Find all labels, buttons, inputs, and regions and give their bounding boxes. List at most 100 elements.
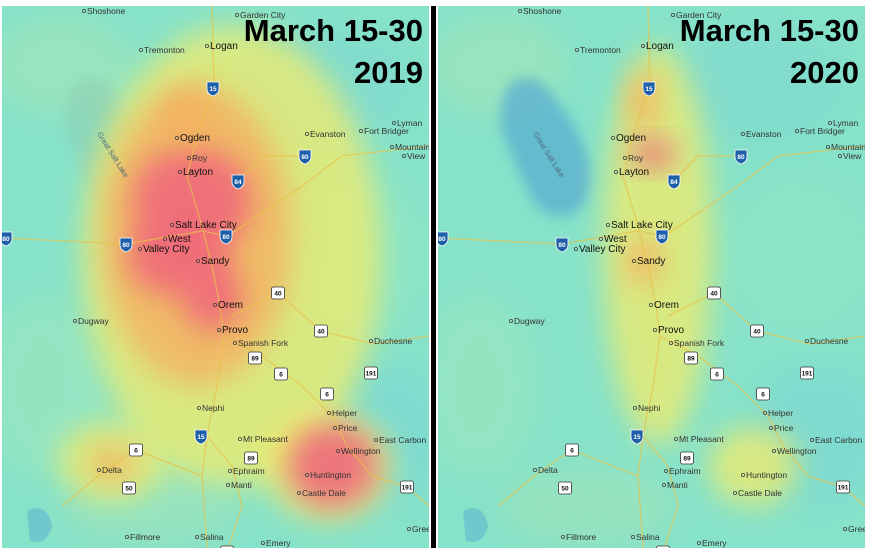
city-marker: [622, 155, 627, 160]
city-marker: [296, 490, 301, 495]
city-provo[interactable]: Provo: [652, 325, 685, 336]
city-fillmore[interactable]: Fillmore: [561, 532, 596, 542]
city-provo[interactable]: Provo: [216, 325, 249, 336]
city-roy[interactable]: Roy: [186, 153, 208, 163]
city-fort-bridger[interactable]: Fort Bridger: [794, 126, 845, 136]
city-fillmore[interactable]: Fillmore: [125, 532, 160, 542]
city-shoshone[interactable]: Shoshone: [518, 6, 562, 16]
city-huntington[interactable]: Huntington: [740, 470, 787, 480]
city-label: Mt Pleasant: [243, 434, 289, 444]
city-price[interactable]: Price: [332, 423, 358, 433]
city-ogden[interactable]: Ogden: [174, 133, 210, 144]
city-price[interactable]: Price: [768, 423, 794, 433]
city-label: Provo: [658, 325, 685, 336]
city-castle-dale[interactable]: Castle Dale: [732, 488, 782, 498]
city-ogden[interactable]: Ogden: [610, 133, 646, 144]
city-manti[interactable]: Manti: [661, 480, 688, 490]
city-label: Garden City: [240, 10, 286, 20]
city-tremonton[interactable]: Tremonton: [574, 45, 621, 55]
city-dugway[interactable]: Dugway: [509, 316, 545, 326]
interstate-shield-icon: 15: [194, 429, 208, 445]
city-delta[interactable]: Delta: [97, 465, 122, 475]
city-helper[interactable]: Helper: [326, 408, 357, 418]
city-valley-city[interactable]: Valley City: [137, 244, 190, 255]
city-green[interactable]: Green: [406, 524, 429, 534]
city-east-carbon[interactable]: East Carbon: [373, 435, 427, 445]
city-emery[interactable]: Emery: [260, 538, 291, 548]
city-nephi[interactable]: Nephi: [632, 403, 660, 413]
city-green[interactable]: Green: [842, 524, 865, 534]
city-orem[interactable]: Orem: [212, 300, 243, 311]
pollution-area-orange: [90, 446, 134, 482]
city-west[interactable]: West: [598, 234, 627, 245]
interstate-shield-icon: 84: [667, 174, 681, 190]
city-west[interactable]: West: [162, 234, 191, 245]
city-sandy[interactable]: Sandy: [195, 256, 229, 267]
city-duchesne[interactable]: Duchesne: [804, 336, 849, 346]
us-route-shield-icon: 6: [320, 387, 334, 401]
city-wellington[interactable]: Wellington: [335, 446, 381, 456]
city-spanish-fork[interactable]: Spanish Fork: [668, 338, 725, 348]
city-garden-city[interactable]: Garden City: [670, 10, 722, 20]
city-fort-bridger[interactable]: Fort Bridger: [358, 126, 409, 136]
city-view[interactable]: View: [401, 151, 426, 161]
city-manti[interactable]: Manti: [225, 480, 252, 490]
city-delta[interactable]: Delta: [533, 465, 558, 475]
map-panel-2020[interactable]: Great Salt Lake Shoshone Garden City Tremon…: [438, 6, 865, 548]
city-salina[interactable]: Salina: [630, 532, 660, 542]
city-duchesne[interactable]: Duchesne: [368, 336, 413, 346]
city-lyman[interactable]: Lyman: [827, 118, 858, 128]
city-view[interactable]: View: [837, 151, 862, 161]
city-ephraim[interactable]: Ephraim: [227, 466, 265, 476]
city-castle-dale[interactable]: Castle Dale: [296, 488, 346, 498]
city-orem[interactable]: Orem: [648, 300, 679, 311]
city-mt-pleasant[interactable]: Mt Pleasant: [237, 434, 289, 444]
city-marker: [216, 327, 221, 332]
city-evanston[interactable]: Evanston: [304, 129, 346, 139]
city-salina[interactable]: Salina: [194, 532, 224, 542]
city-label: Valley City: [579, 244, 626, 255]
city-layton[interactable]: Layton: [177, 167, 213, 178]
city-marker: [401, 153, 406, 158]
city-valley-city[interactable]: Valley City: [573, 244, 626, 255]
city-evanston[interactable]: Evanston: [740, 129, 782, 139]
city-layton[interactable]: Layton: [613, 167, 649, 178]
city-lyman[interactable]: Lyman: [391, 118, 422, 128]
city-tremonton[interactable]: Tremonton: [138, 45, 185, 55]
city-emery[interactable]: Emery: [696, 538, 727, 548]
map-panel-2019[interactable]: Great Salt Lake Shoshone Garden City Tremon…: [2, 6, 429, 548]
city-salt-lake-city[interactable]: Salt Lake City: [605, 220, 673, 231]
city-marker: [212, 302, 217, 307]
city-sandy[interactable]: Sandy: [631, 256, 665, 267]
city-shoshone[interactable]: Shoshone: [82, 6, 126, 16]
city-logan[interactable]: Logan: [204, 41, 238, 52]
city-label: Salina: [200, 532, 224, 542]
city-label: Sandy: [201, 256, 229, 267]
city-marker: [174, 135, 179, 140]
city-wellington[interactable]: Wellington: [771, 446, 817, 456]
city-dugway[interactable]: Dugway: [73, 316, 109, 326]
city-roy[interactable]: Roy: [622, 153, 644, 163]
city-marker: [732, 490, 737, 495]
city-label: Provo: [222, 325, 249, 336]
city-label: Shoshone: [523, 6, 562, 16]
city-east-carbon[interactable]: East Carbon: [809, 435, 863, 445]
city-mountain[interactable]: Mountain: [825, 142, 865, 152]
city-ephraim[interactable]: Ephraim: [663, 466, 701, 476]
us-route-shields: 40 40 89 6 191 6 89 6 50 191 70: [122, 286, 414, 548]
city-label: Castle Dale: [302, 488, 346, 498]
city-mountain[interactable]: Mountain: [389, 142, 429, 152]
city-helper[interactable]: Helper: [762, 408, 793, 418]
city-huntington[interactable]: Huntington: [304, 470, 351, 480]
city-marker: [237, 436, 242, 441]
city-nephi[interactable]: Nephi: [196, 403, 224, 413]
shield-number: 80: [2, 236, 10, 243]
city-marker: [518, 9, 523, 14]
city-mt-pleasant[interactable]: Mt Pleasant: [673, 434, 725, 444]
city-logan[interactable]: Logan: [640, 41, 674, 52]
city-spanish-fork[interactable]: Spanish Fork: [232, 338, 289, 348]
city-garden-city[interactable]: Garden City: [234, 10, 286, 20]
city-marker: [137, 246, 142, 251]
city-label: Mt Pleasant: [679, 434, 725, 444]
city-salt-lake-city[interactable]: Salt Lake City: [169, 220, 237, 231]
